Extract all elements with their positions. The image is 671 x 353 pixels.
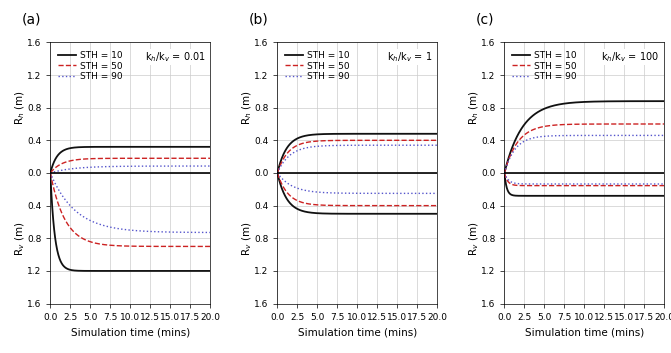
Legend: STH = 10, STH = 50, STH = 90: STH = 10, STH = 50, STH = 90: [511, 49, 578, 83]
Text: (b): (b): [248, 13, 268, 27]
Text: R$_h$ (m): R$_h$ (m): [13, 90, 27, 125]
Text: R$_h$ (m): R$_h$ (m): [240, 90, 254, 125]
Text: k$_h$/k$_v$ = 1: k$_h$/k$_v$ = 1: [387, 50, 432, 64]
Text: k$_h$/k$_v$ = 0.01: k$_h$/k$_v$ = 0.01: [144, 50, 205, 64]
X-axis label: Simulation time (mins): Simulation time (mins): [70, 327, 190, 337]
Text: (a): (a): [21, 13, 41, 27]
Text: (c): (c): [476, 13, 494, 27]
Text: k$_h$/k$_v$ = 100: k$_h$/k$_v$ = 100: [601, 50, 660, 64]
Legend: STH = 10, STH = 50, STH = 90: STH = 10, STH = 50, STH = 90: [56, 49, 124, 83]
X-axis label: Simulation time (mins): Simulation time (mins): [298, 327, 417, 337]
Legend: STH = 10, STH = 50, STH = 90: STH = 10, STH = 50, STH = 90: [283, 49, 352, 83]
Text: R$_v$ (m): R$_v$ (m): [467, 221, 481, 256]
Text: R$_v$ (m): R$_v$ (m): [13, 221, 27, 256]
X-axis label: Simulation time (mins): Simulation time (mins): [525, 327, 644, 337]
Text: R$_h$ (m): R$_h$ (m): [467, 90, 481, 125]
Text: R$_v$ (m): R$_v$ (m): [240, 221, 254, 256]
